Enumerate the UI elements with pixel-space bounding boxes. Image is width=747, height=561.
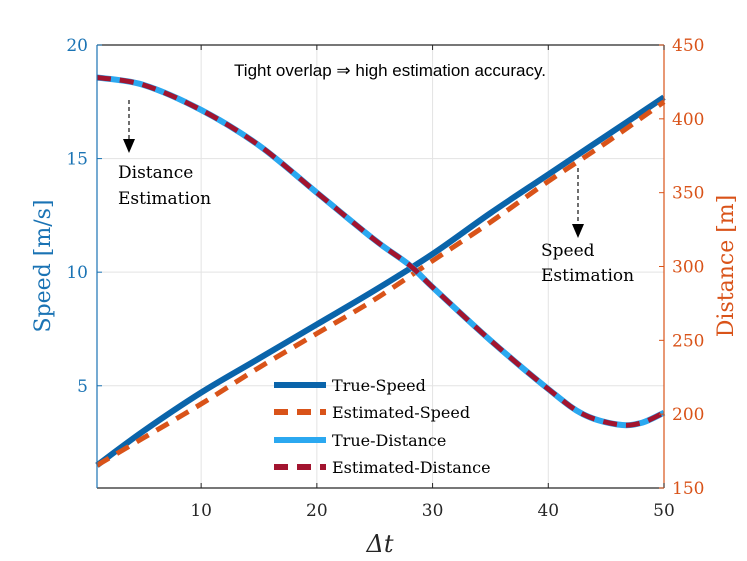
annotation-distance-line2: Estimation <box>118 189 211 209</box>
annotation-speed-line1: Speed <box>541 241 595 261</box>
annotation-main: Tight overlap ⇒ high estimation accuracy… <box>234 61 546 80</box>
series-line-true-speed <box>95 94 666 468</box>
y-right-tick-label: 300 <box>672 258 704 278</box>
y-left-tick-label: 20 <box>66 36 88 56</box>
x-tick-label: 10 <box>190 501 212 521</box>
y-right-tick-label: 150 <box>672 479 704 499</box>
x-tick-label: 40 <box>537 501 559 521</box>
annotation-speed-arrowhead <box>572 224 584 238</box>
y-left-tick-label: 15 <box>66 150 88 170</box>
y-right-tick-label: 450 <box>672 36 704 56</box>
x-tick-label: 30 <box>422 501 444 521</box>
x-tick-label: 20 <box>306 501 328 521</box>
series-layer <box>95 74 666 468</box>
y-right-tick-label: 350 <box>672 184 704 204</box>
annotation-distance: Distance Estimation <box>118 100 211 209</box>
annotation-speed-line2: Estimation <box>541 266 634 286</box>
series-line-estimated-distance <box>96 75 666 428</box>
series-line-estimated-speed <box>95 99 666 468</box>
y-axis-left-label: Speed [m/s] <box>31 200 56 333</box>
annotation-distance-line1: Distance <box>118 163 193 183</box>
legend-label-true-speed: True-Speed <box>332 376 426 395</box>
legend-label-estimated-speed: Estimated-Speed <box>332 403 470 422</box>
x-axis-label: Δt <box>366 530 394 558</box>
y-axis-right-label: Distance [m] <box>714 195 739 337</box>
y-right-tick-label: 400 <box>672 110 704 130</box>
y-left-tick-label: 10 <box>66 263 88 283</box>
annotation-distance-arrowhead <box>123 139 135 153</box>
y-left-tick-label: 5 <box>77 377 88 397</box>
x-tick-label: 50 <box>653 501 675 521</box>
legend: True-Speed Estimated-Speed True-Distance… <box>274 376 491 477</box>
plot-background <box>97 45 664 488</box>
legend-label-true-distance: True-Distance <box>332 431 446 450</box>
y-right-tick-label: 250 <box>672 331 704 351</box>
legend-label-estimated-distance: Estimated-Distance <box>332 458 491 477</box>
axes: 10 20 30 40 50 5 10 15 20 150 200 250 300 350 400 450 <box>66 36 704 521</box>
y-right-tick-label: 200 <box>672 405 704 425</box>
annotation-speed: Speed Estimation <box>541 168 634 286</box>
